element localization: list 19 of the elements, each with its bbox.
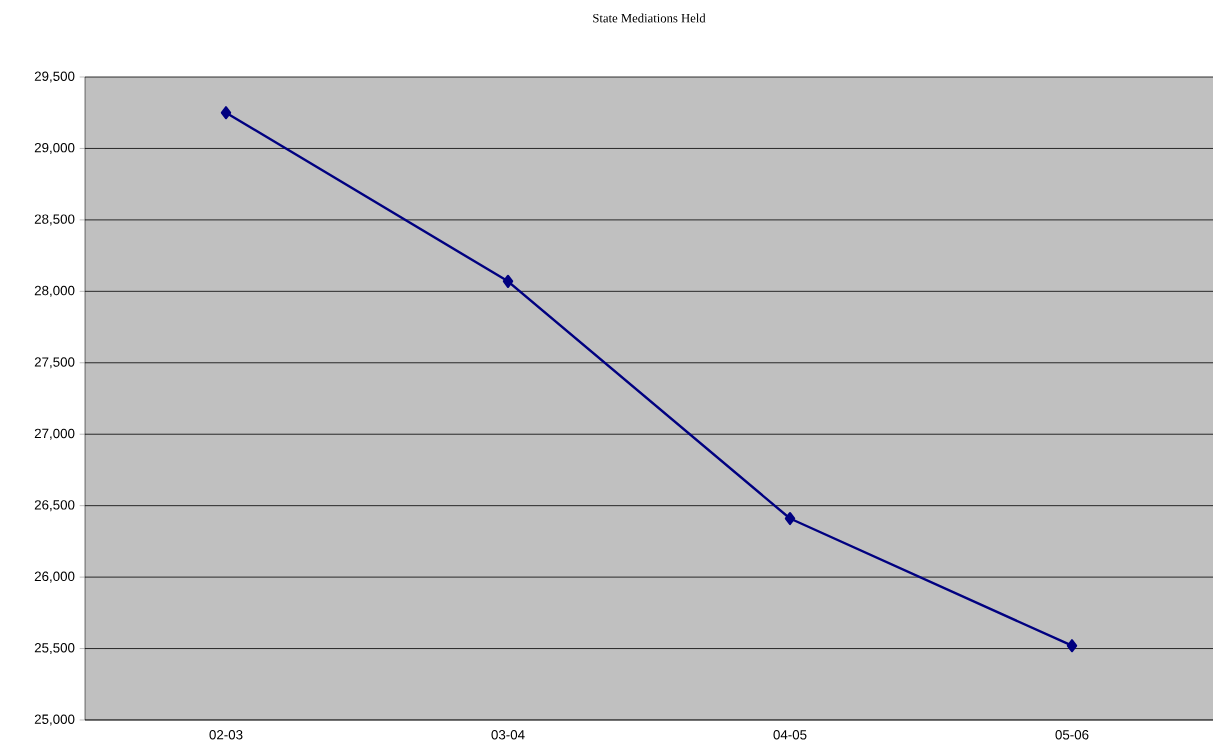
y-tick-label: 29,500: [34, 71, 75, 83]
x-tick-label: 02-03: [209, 730, 243, 740]
point: [784, 512, 796, 526]
point: [1066, 639, 1078, 653]
y-tick-label: 26,000: [34, 571, 75, 583]
y-tick-label: 28,000: [34, 285, 75, 297]
y-tick-label: 26,500: [34, 500, 75, 512]
point: [220, 106, 232, 120]
y-tick-label: 29,000: [34, 142, 75, 154]
point: [502, 274, 514, 288]
y-tick-label: 27,500: [34, 357, 75, 369]
x-tick-label: 04-05: [773, 730, 807, 740]
y-tick-label: 25,500: [34, 643, 75, 655]
chart-title: State Mediations Held: [593, 13, 706, 23]
x-tick-label: 05-06: [1055, 730, 1089, 740]
y-tick-label: 27,000: [34, 428, 75, 440]
y-tick-label: 25,000: [34, 714, 75, 726]
y-tick-label: 28,500: [34, 214, 75, 226]
x-tick-label: 03-04: [491, 730, 525, 740]
